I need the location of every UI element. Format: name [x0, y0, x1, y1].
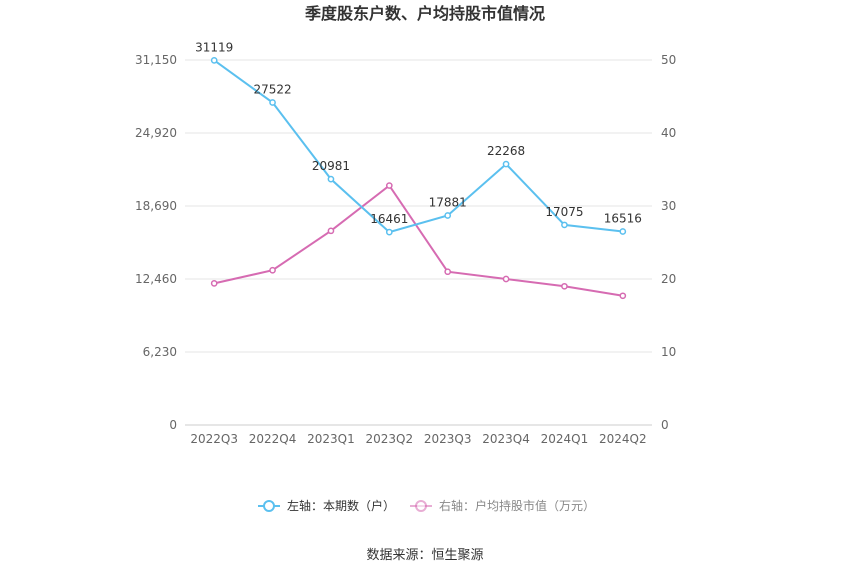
legend-item[interactable]: 左轴：本期数（户）	[258, 498, 395, 513]
left-tick-label: 31,150	[135, 53, 177, 67]
left-series-line	[213, 59, 623, 234]
series-group: 31119 27522 20981 16461 17881 22268 17075 16516	[195, 40, 642, 300]
left-series-point[interactable]	[619, 228, 627, 235]
data-label: 16461	[370, 212, 408, 226]
right-series-line	[213, 184, 623, 297]
right-series-point[interactable]	[619, 292, 627, 300]
legend[interactable]: 左轴：本期数（户） 右轴：户均持股市值（万元）	[258, 498, 595, 513]
right-tick-label: 30	[661, 199, 676, 213]
x-tick-label: 2023Q4	[482, 432, 530, 446]
right-tick-label: 20	[661, 272, 676, 286]
data-label: 31119	[195, 40, 233, 54]
left-series-point[interactable]	[385, 228, 393, 236]
data-label: 17075	[545, 205, 583, 219]
left-tick-label: 12,460	[135, 272, 177, 286]
x-tick-label: 2024Q2	[599, 432, 647, 446]
data-label: 20981	[312, 159, 350, 173]
right-series-point[interactable]	[444, 268, 452, 276]
data-label: 16516	[604, 211, 642, 225]
right-series-point[interactable]	[269, 266, 276, 274]
data-label: 27522	[253, 83, 291, 97]
x-tick-label: 2022Q4	[249, 432, 297, 446]
legend-label: 左轴：本期数（户）	[287, 498, 395, 513]
left-series-point[interactable]	[327, 175, 335, 183]
grid	[185, 59, 652, 426]
data-label: 22268	[487, 144, 525, 158]
legend-item[interactable]: 右轴：户均持股市值（万元）	[410, 498, 595, 513]
left-series-point[interactable]	[210, 57, 218, 64]
right-series-point[interactable]	[385, 182, 393, 189]
x-tick-label: 2023Q1	[307, 432, 355, 446]
right-tick-label: 10	[661, 345, 676, 359]
x-tick-label: 2023Q3	[424, 432, 472, 446]
x-tick-label: 2022Q3	[190, 432, 238, 446]
left-series-point[interactable]	[444, 212, 452, 219]
left-series-point[interactable]	[561, 221, 568, 229]
left-tick-label: 0	[169, 418, 177, 432]
right-tick-label: 50	[661, 53, 676, 67]
legend-swatch-marker	[263, 500, 275, 512]
left-series-point[interactable]	[269, 99, 276, 106]
right-axis: 0 10 20 30 40 50	[661, 53, 676, 432]
x-tick-label: 2024Q1	[541, 432, 589, 446]
left-series-point[interactable]	[502, 160, 510, 168]
right-series-point[interactable]	[502, 275, 510, 283]
left-tick-label: 18,690	[135, 199, 177, 213]
source-note: 数据来源：恒生聚源	[366, 548, 483, 563]
legend-label: 右轴：户均持股市值（万元）	[439, 498, 595, 513]
legend-swatch-marker	[415, 500, 427, 512]
right-tick-label: 0	[661, 418, 669, 432]
left-tick-label: 6,230	[143, 345, 177, 359]
right-series-point[interactable]	[210, 280, 218, 287]
left-axis: 0 6,230 12,460 18,690 24,920 31,150	[135, 53, 177, 432]
chart-title: 季度股东户数、户均持股市值情况	[304, 4, 545, 23]
right-tick-label: 40	[661, 126, 676, 140]
data-label: 17881	[429, 195, 467, 209]
right-series-point[interactable]	[561, 282, 568, 290]
left-tick-label: 24,920	[135, 126, 177, 140]
x-axis: 2022Q3 2022Q4 2023Q1 2023Q2 2023Q3 2023Q4 2024…	[190, 432, 646, 446]
x-tick-label: 2023Q2	[366, 432, 414, 446]
right-series-point[interactable]	[327, 227, 335, 235]
